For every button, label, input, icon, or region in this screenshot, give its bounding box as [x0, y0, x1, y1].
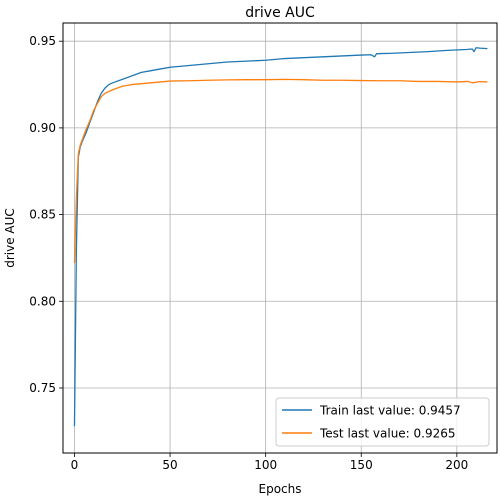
y-tick-label: 0.80 — [29, 294, 56, 308]
y-tick-label: 0.95 — [29, 34, 56, 48]
y-tick-label: 0.90 — [29, 121, 56, 135]
x-tick-label: 50 — [162, 458, 177, 472]
legend: Train last value: 0.9457 Test last value… — [275, 397, 490, 447]
x-tick-label: 150 — [350, 458, 373, 472]
grid-lines — [63, 23, 497, 453]
chart-title: drive AUC — [245, 5, 315, 21]
series-lines — [73, 47, 488, 427]
y-tick-label: 0.85 — [29, 208, 56, 222]
axis-ticks: 0 50 100 150 200 0.75 0.80 0.85 0.90 0.95 — [29, 34, 468, 472]
x-tick-label: 0 — [71, 458, 79, 472]
y-tick-label: 0.75 — [29, 381, 56, 395]
legend-label-train: Train last value: 0.9457 — [319, 404, 461, 418]
legend-box — [275, 397, 490, 447]
x-tick-label: 200 — [445, 458, 468, 472]
plot-area-frame — [62, 22, 498, 454]
series-line-test — [73, 78, 488, 264]
y-axis-label: drive AUC — [3, 208, 17, 268]
x-tick-label: 100 — [254, 458, 277, 472]
x-axis-label: Epochs — [259, 482, 302, 496]
legend-label-test: Test last value: 0.9265 — [319, 427, 456, 441]
